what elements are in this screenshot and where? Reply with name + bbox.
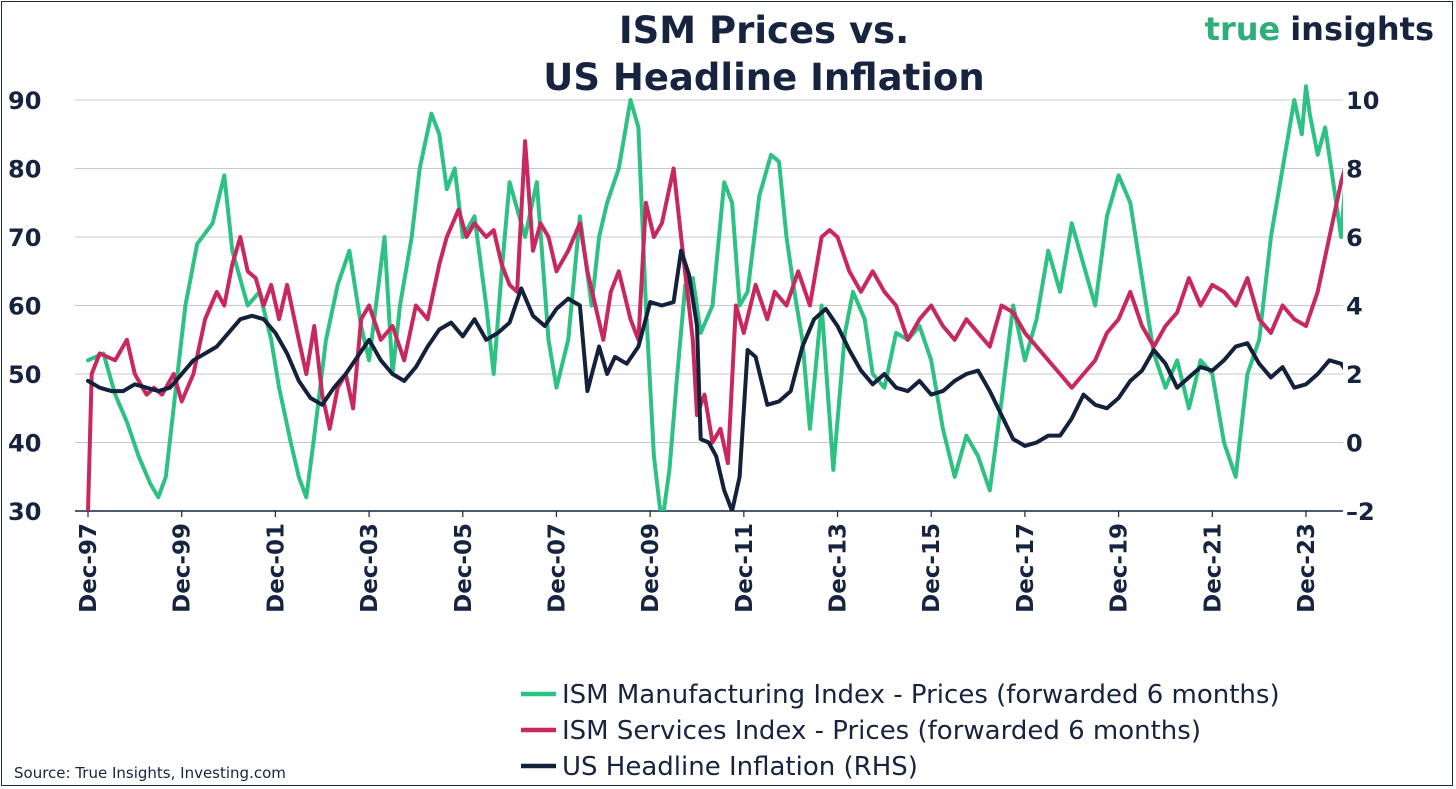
left-y-tick-label-1: 80	[8, 156, 41, 184]
x-tick-label-7: Dec-11	[732, 523, 758, 613]
series-line-2	[86, 248, 1343, 511]
left-y-tick-label-5: 40	[8, 430, 41, 458]
x-tick-label-8: Dec-13	[826, 523, 852, 613]
right-y-axis: 10 8 6 4 2 0 –2	[1346, 87, 1379, 526]
right-y-tick-label-4: 2	[1346, 361, 1363, 389]
brand-logo: true insights	[1205, 10, 1434, 48]
x-tick-label-4: Dec-05	[451, 523, 477, 613]
brand-logo-part-2: insights	[1290, 10, 1434, 48]
x-tick-label-11: Dec-19	[1107, 523, 1133, 613]
x-axis: Dec-97 Dec-99 Dec-01 Dec-03 Dec-05 Dec-07 Dec-…	[76, 511, 1320, 613]
x-tick-label-3: Dec-03	[357, 523, 383, 613]
legend-label-0: ISM Manufacturing Index - Prices (forwar…	[562, 680, 1280, 710]
legend: ISM Manufacturing Index - Prices (forwar…	[521, 680, 1280, 782]
right-y-tick-label-1: 8	[1346, 156, 1363, 184]
x-tick-label-6: Dec-09	[638, 523, 664, 613]
series-line-1	[86, 139, 1343, 511]
gridlines	[75, 99, 1343, 512]
right-y-tick-label-6: –2	[1346, 498, 1375, 526]
x-tick-label-5: Dec-07	[544, 523, 570, 613]
x-tick-label-9: Dec-15	[919, 523, 945, 613]
x-tick-label-12: Dec-21	[1200, 523, 1226, 613]
x-tick-label-10: Dec-17	[1013, 523, 1039, 613]
plot-series	[86, 84, 1343, 511]
left-y-tick-label-2: 70	[8, 224, 41, 252]
x-tick-label-1: Dec-99	[170, 523, 196, 613]
left-y-axis: 90 80 70 60 50 40 30	[8, 87, 41, 526]
legend-label-1: ISM Services Index - Prices (forwarded 6…	[562, 716, 1201, 746]
source-note: Source: True Insights, Investing.com	[14, 764, 286, 782]
series-line-0	[86, 84, 1343, 511]
title-line-2: US Headline Inflation	[543, 56, 984, 99]
brand-logo-part-1: true	[1205, 10, 1281, 48]
left-y-tick-label-4: 50	[8, 361, 41, 389]
right-y-tick-label-0: 10	[1346, 87, 1379, 115]
right-y-tick-label-5: 0	[1346, 430, 1363, 458]
left-y-tick-label-3: 60	[8, 293, 41, 321]
legend-label-2: US Headline Inflation (RHS)	[562, 752, 918, 782]
chart-title: ISM Prices vs. US Headline Inflation	[543, 9, 984, 99]
right-y-tick-label-3: 4	[1346, 293, 1363, 321]
right-y-tick-label-2: 6	[1346, 224, 1363, 252]
title-line-1: ISM Prices vs.	[619, 9, 909, 52]
x-tick-label-13: Dec-23	[1294, 523, 1320, 613]
left-y-tick-label-6: 30	[8, 498, 41, 526]
x-tick-label-0: Dec-97	[76, 523, 102, 613]
left-y-tick-label-0: 90	[8, 87, 41, 115]
x-tick-label-2: Dec-01	[263, 523, 289, 613]
